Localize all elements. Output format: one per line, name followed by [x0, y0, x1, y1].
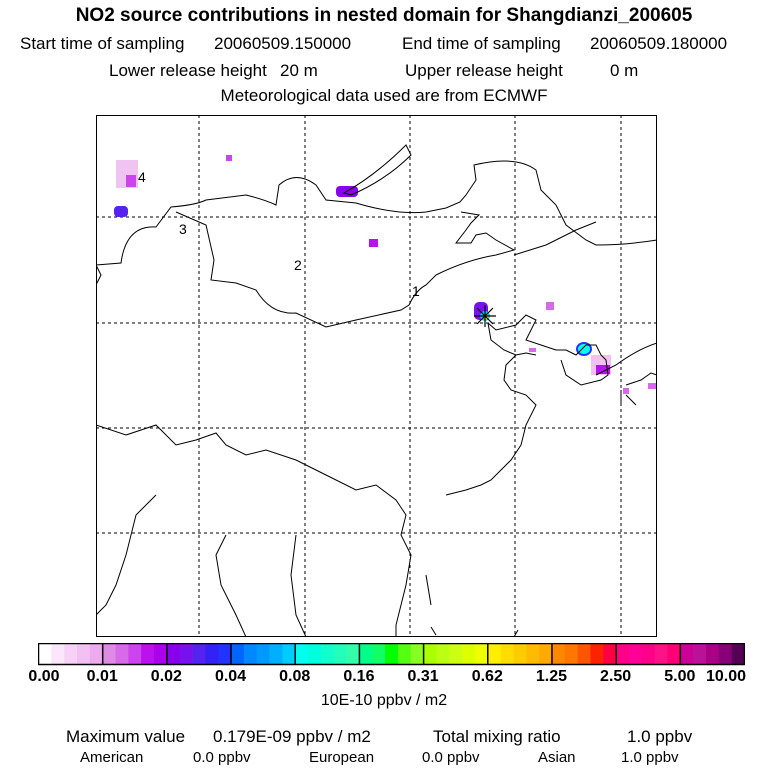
- colorbar-frame: [38, 643, 745, 666]
- asian-label: Asian: [538, 749, 576, 766]
- contour-label-3: 3: [179, 221, 187, 237]
- colorbar-swatch: [718, 643, 732, 665]
- lower-height-label: Lower release height: [109, 61, 267, 80]
- colorbar-swatch: [359, 643, 373, 665]
- total-mixing-value: 1.0 ppbv: [627, 727, 693, 746]
- american-value: 0.0 ppbv: [193, 749, 251, 766]
- colorbar-swatch: [154, 643, 168, 665]
- colorbar-swatch: [64, 643, 78, 665]
- colorbar-swatch: [474, 643, 489, 665]
- colorbar-tick-label: 10.00: [705, 668, 747, 685]
- colorbar-tick-label: 0.31: [407, 668, 439, 685]
- upper-height-value: 0 m: [610, 61, 639, 80]
- colorbar-swatch: [641, 643, 655, 665]
- colorbar-tick-label: 0.16: [343, 668, 375, 685]
- colorbar-swatch: [320, 643, 335, 665]
- colorbar-swatch: [333, 643, 347, 665]
- contour-label-2: 2: [294, 257, 302, 273]
- colorbar-swatch: [128, 643, 142, 665]
- end-time-label: End time of sampling: [402, 34, 561, 53]
- colorbar-swatch: [51, 643, 65, 665]
- colorbar-tick-label: 5.00: [664, 668, 696, 685]
- colorbar-swatch: [705, 643, 720, 665]
- met-data-note: Meteorological data used are from ECMWF: [220, 86, 548, 105]
- colorbar-swatch: [256, 643, 270, 665]
- colorbar-swatch: [693, 643, 707, 665]
- colorbar-tick-label: 2.50: [600, 668, 632, 685]
- contour-label-1: 1: [412, 283, 420, 299]
- colorbar-swatch: [141, 643, 155, 665]
- end-time-value: 20060509.180000: [590, 34, 728, 53]
- colorbar-tick-label: 0.00: [28, 668, 60, 685]
- asian-value: 1.0 ppbv: [621, 749, 679, 766]
- colorbar-swatch: [179, 643, 193, 665]
- map-frame: [96, 115, 657, 637]
- station-star-icon: [474, 305, 496, 327]
- lower-height-value: 20 m: [280, 61, 318, 80]
- colorbar-swatch: [308, 643, 322, 665]
- colorbar-swatch: [89, 643, 103, 665]
- colorbar-swatch: [231, 643, 245, 665]
- colorbar-swatch: [654, 643, 668, 665]
- colorbar-swatch: [372, 643, 386, 665]
- colorbar-swatch: [449, 643, 463, 665]
- colorbar-swatch: [282, 643, 296, 665]
- contour-label-4: 4: [138, 169, 146, 185]
- colorbar-tick-label: 0.04: [214, 668, 247, 685]
- upper-height-label: Upper release height: [405, 61, 563, 80]
- colorbar-swatch: [487, 643, 501, 665]
- colorbar-unit: 10E-10 ppbv / m2: [320, 692, 448, 709]
- total-mixing-label: Total mixing ratio: [433, 727, 561, 746]
- colorbar-swatch: [205, 643, 219, 665]
- colorbar-swatch: [346, 643, 360, 665]
- colorbar-swatch: [577, 643, 591, 665]
- colorbar-swatch: [616, 643, 630, 665]
- colorbar: [38, 643, 745, 666]
- colorbar-swatch: [397, 643, 412, 665]
- colorbar-swatch: [38, 643, 52, 665]
- european-value: 0.0 ppbv: [422, 749, 480, 766]
- colorbar-swatch: [102, 643, 116, 665]
- colorbar-swatch: [295, 643, 309, 665]
- colorbar-swatch: [77, 643, 91, 665]
- start-time-value: 20060509.150000: [214, 34, 352, 53]
- colorbar-swatch: [603, 643, 617, 665]
- colorbar-tick-label: 0.62: [471, 668, 503, 685]
- map-panel: 4 3 2 1: [96, 115, 657, 637]
- colorbar-swatch: [500, 643, 514, 665]
- european-label: European: [309, 749, 375, 766]
- colorbar-swatch: [385, 643, 399, 665]
- colorbar-swatch: [551, 643, 566, 665]
- colorbar-swatch: [680, 643, 694, 665]
- colorbar-swatch: [115, 643, 129, 665]
- colorbar-swatch: [590, 643, 604, 665]
- start-time-label: Start time of sampling: [20, 34, 185, 53]
- colorbar-swatch: [436, 643, 450, 665]
- colorbar-swatch: [410, 643, 424, 665]
- max-value-label: Maximum value: [66, 727, 186, 746]
- colorbar-tick-label: 0.01: [86, 668, 118, 685]
- colorbar-swatch: [667, 643, 681, 665]
- colorbar-swatch: [243, 643, 258, 665]
- colorbar-swatch: [166, 643, 180, 665]
- colorbar-swatch: [462, 643, 476, 665]
- colorbar-swatch: [526, 643, 540, 665]
- colorbar-swatch: [513, 643, 527, 665]
- max-value: 0.179E-09 ppbv / m2: [213, 727, 371, 746]
- colorbar-swatch: [564, 643, 578, 665]
- graticule: [96, 115, 657, 637]
- coastlines-borders: [96, 144, 657, 637]
- colorbar-swatch: [218, 643, 232, 665]
- plot-title: NO2 source contributions in nested domai…: [75, 5, 693, 26]
- colorbar-swatch: [423, 643, 437, 665]
- colorbar-tick-label: 0.08: [279, 668, 311, 685]
- american-label: American: [80, 749, 144, 766]
- colorbar-swatch: [269, 643, 283, 665]
- colorbar-tick-label: 0.02: [150, 668, 182, 685]
- colorbar-tick-label: 1.25: [535, 668, 568, 685]
- colorbar-swatch: [628, 643, 643, 665]
- colorbar-swatch: [731, 643, 745, 665]
- colorbar-swatch: [192, 643, 206, 665]
- colorbar-swatch: [539, 643, 553, 665]
